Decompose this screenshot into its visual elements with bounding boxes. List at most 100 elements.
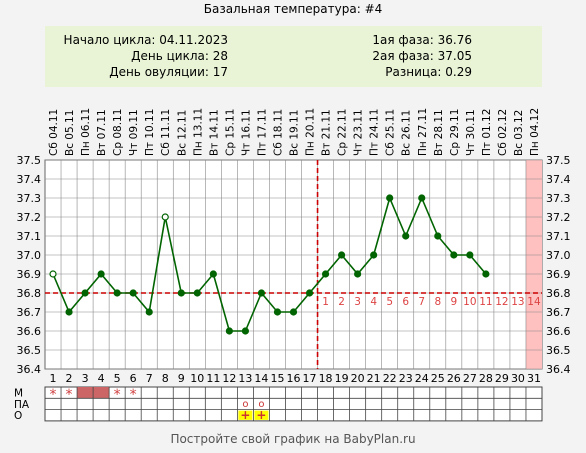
day-number: 9 [178,372,185,385]
temperature-point [354,270,362,278]
luteal-day-number: 2 [338,296,345,308]
temperature-point [321,270,330,278]
y-tick-label-right: 36.9 [546,268,571,281]
y-tick-label-right: 36.5 [546,344,571,357]
y-tick-label-right: 36.8 [546,287,571,300]
day-number: 17 [303,372,317,385]
luteal-day-number: 3 [354,296,361,308]
bbt-chart: 36.4 36.4 36.5 36.5 36.6 36.6 36.7 36.7 36.8 36.8… [14,108,571,422]
luteal-day-number: 9 [450,296,457,308]
day-number: 23 [399,372,413,385]
temperature-point [97,270,105,278]
date-label: Вс 03.12 [513,110,525,156]
menses-star: * [114,387,121,403]
date-label: Чт 30.11 [465,109,477,156]
y-tick-label-left: 36.9 [17,268,42,281]
day-number: 22 [383,372,397,385]
y-tick-label-left: 36.6 [17,325,42,338]
y-tick-label-left: 37.5 [17,154,42,167]
date-label: Вс 26.11 [401,110,413,156]
luteal-day-number: 6 [402,296,409,308]
y-tick-label-left: 36.4 [17,363,42,376]
footer-link[interactable]: Постройте свой график на BabyPlan.ru [170,432,416,446]
day-number: 25 [431,372,445,385]
luteal-day-number: 14 [527,296,541,308]
ovulation-day-text: День овуляции: 17 [109,65,228,79]
y-tick-label-left: 37.3 [17,192,42,205]
temperature-point [129,289,137,297]
temperature-point [418,194,426,202]
temperature-point [177,289,185,297]
luteal-day-number: 12 [495,296,508,308]
day-number: 24 [415,372,429,385]
cycle-info-panel: Начало цикла: 04.11.2023 День цикла: 28 … [45,26,542,87]
temperature-point [305,289,314,297]
y-tick-label-right: 36.4 [546,363,571,376]
date-label: Ср 29.11 [449,109,461,156]
y-tick-label-left: 37.0 [17,249,42,262]
luteal-day-number: 7 [418,296,425,308]
date-label: Ср 15.11 [224,109,236,156]
date-label: Вт 07.11 [96,109,108,156]
date-label: Сб 02.12 [497,109,509,156]
date-label: Вс 12.11 [176,110,188,156]
plot-area [44,159,543,370]
y-tick-label-right: 36.7 [546,306,571,319]
day-number: 4 [98,372,105,385]
luteal-day-number: 11 [479,296,492,308]
temperature-point [370,251,378,259]
temperature-point [337,251,346,259]
y-tick-label-right: 37.1 [546,230,571,243]
y-tick-label-right: 37.4 [546,173,571,186]
day-number: 26 [447,372,461,385]
symptom-table [44,386,543,422]
luteal-day-number: 5 [386,296,393,308]
table-row-label: ПА [14,399,30,411]
temperature-point [450,251,458,259]
day-number: 30 [511,372,525,385]
temperature-point [241,327,250,335]
menses-star: * [66,387,73,403]
difference-text: Разница: 0.29 [385,65,472,79]
date-label: Чт 09.11 [128,109,140,156]
date-label: Сб 11.11 [160,109,172,156]
temperature-point [225,327,233,335]
day-number: 12 [222,372,236,385]
table-row-label: М [14,388,23,400]
y-tick-label-right: 37.5 [546,154,571,167]
date-label: Сб 04.11 [48,109,60,156]
date-label: Пн 20.11 [305,108,317,156]
date-label: Пн 06.11 [80,108,92,156]
y-tick-label-left: 37.4 [17,173,42,186]
chart-title: Базальная температура: #4 [203,2,383,16]
day-number: 15 [270,372,284,385]
day-number: 3 [82,372,89,385]
temperature-point [482,270,490,278]
day-number: 2 [66,372,73,385]
date-label: Вт 21.11 [321,109,333,156]
day-number: 18 [319,372,333,385]
day-number: 13 [238,372,252,385]
day-number: 1 [50,372,57,385]
date-label: Сб 25.11 [385,109,397,156]
date-label: Вт 14.11 [208,109,220,156]
temperature-line [52,195,487,332]
y-tick-label-right: 37.0 [546,249,571,262]
phase1-text: 1ая фаза: 36.76 [372,33,472,47]
ovulation-test-plus: + [256,408,266,422]
luteal-day-number: 13 [511,296,524,308]
temperature-point [402,232,410,240]
day-number: 31 [527,372,541,385]
day-number: 27 [463,372,477,385]
date-label: Пт 01.12 [481,109,493,156]
date-label: Чт 23.11 [353,109,365,156]
ovulation-test-cell [238,410,253,420]
temperature-point [466,251,474,259]
y-tick-label-left: 37.2 [17,211,42,224]
date-label: Чт 16.11 [240,109,252,156]
temperature-point [386,194,394,202]
day-number: 28 [479,372,493,385]
temperature-point [113,289,121,297]
luteal-day-number: 10 [463,296,476,308]
temperature-point [65,308,73,316]
